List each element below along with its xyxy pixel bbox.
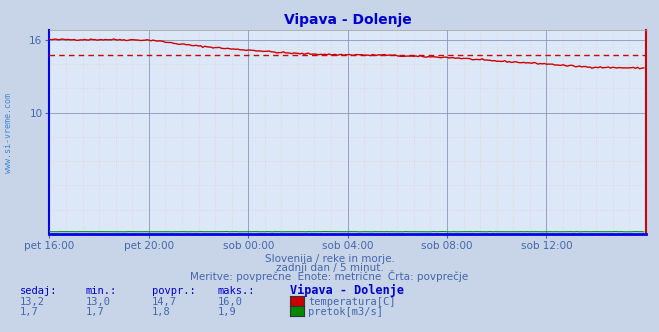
Text: pretok[m3/s]: pretok[m3/s]: [308, 307, 384, 317]
Text: 13,2: 13,2: [20, 297, 45, 307]
Text: 13,0: 13,0: [86, 297, 111, 307]
Text: Meritve: povprečne  Enote: metrične  Črta: povprečje: Meritve: povprečne Enote: metrične Črta:…: [190, 270, 469, 282]
Text: maks.:: maks.:: [217, 286, 255, 296]
Text: 1,7: 1,7: [86, 307, 104, 317]
Text: 1,7: 1,7: [20, 307, 38, 317]
Text: 16,0: 16,0: [217, 297, 243, 307]
Text: Vipava - Dolenje: Vipava - Dolenje: [290, 284, 404, 297]
Text: 14,7: 14,7: [152, 297, 177, 307]
Text: Slovenija / reke in morje.: Slovenija / reke in morje.: [264, 254, 395, 264]
Text: 1,9: 1,9: [217, 307, 236, 317]
Text: 1,8: 1,8: [152, 307, 170, 317]
Text: www.si-vreme.com: www.si-vreme.com: [4, 93, 13, 173]
Text: povpr.:: povpr.:: [152, 286, 195, 296]
Text: sedaj:: sedaj:: [20, 286, 57, 296]
Text: min.:: min.:: [86, 286, 117, 296]
Text: temperatura[C]: temperatura[C]: [308, 297, 396, 307]
Text: zadnji dan / 5 minut.: zadnji dan / 5 minut.: [275, 263, 384, 273]
Title: Vipava - Dolenje: Vipava - Dolenje: [284, 13, 411, 27]
